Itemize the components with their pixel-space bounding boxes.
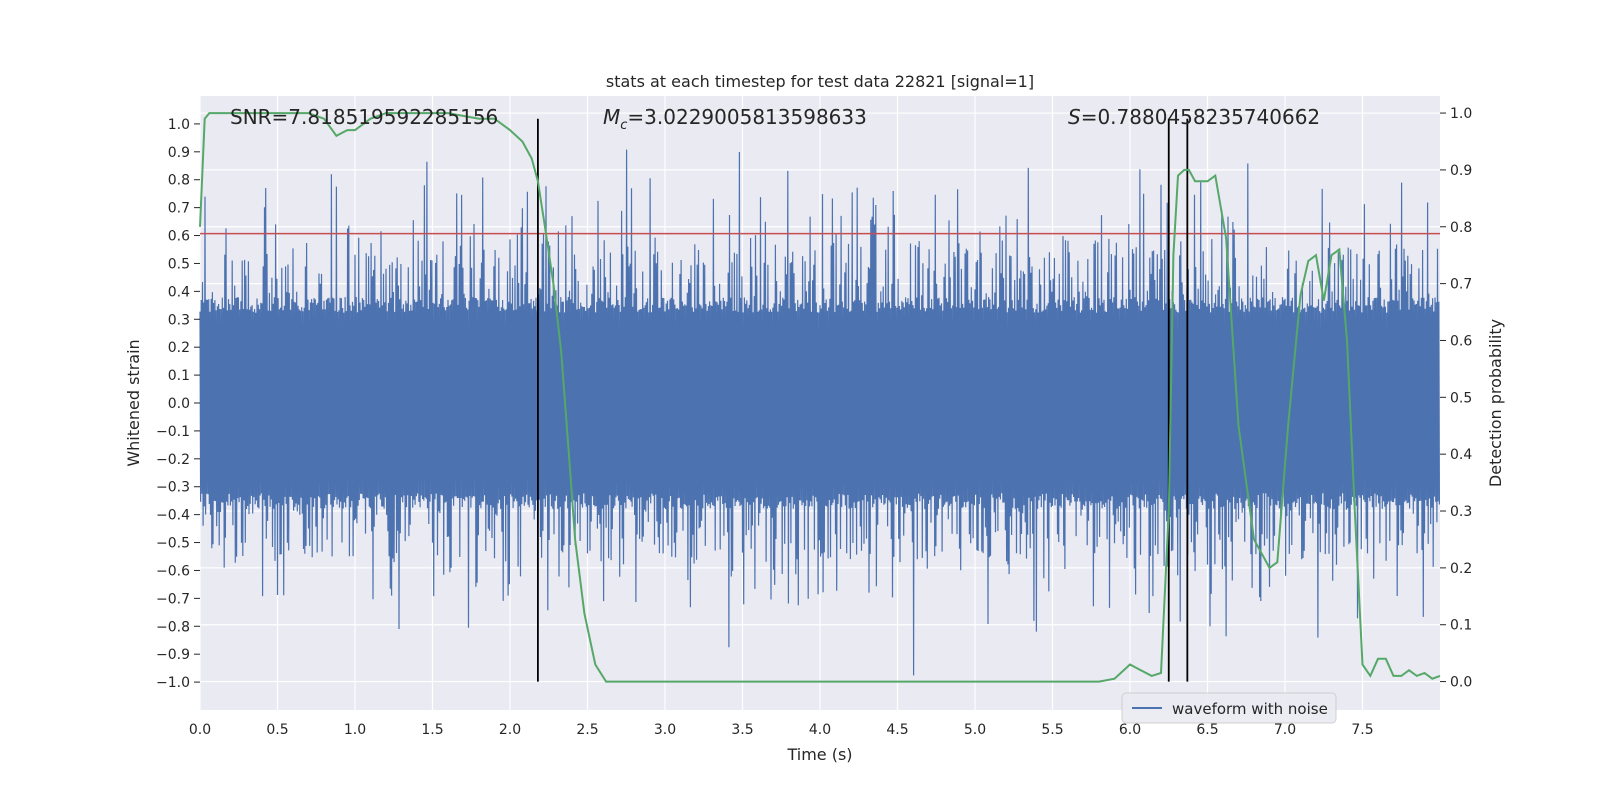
- left-y-tick-label-6: 0.4: [168, 284, 190, 300]
- mc-annotation: Mc=3.0229005813598633: [603, 105, 867, 133]
- s-value: =0.7880458235740662: [1081, 105, 1320, 129]
- left-y-axis-label: Whitened strain: [124, 339, 143, 466]
- snr-annotation: SNR=7.818519592285156: [230, 105, 498, 129]
- legend-label: waveform with noise: [1172, 700, 1328, 718]
- x-axis-ticks: 0.0 0.5 1.0 1.5 2.0 2.5 3.0 3.5 4.0 4.5 5.0 5.5 6.0 6…: [189, 722, 1374, 738]
- left-y-tick-label-19: −0.9: [156, 647, 190, 663]
- x-tick-label-5: 2.5: [576, 722, 598, 738]
- right-y-tick-label-7: 0.3: [1450, 504, 1472, 520]
- left-y-tick-label-9: 0.1: [168, 368, 190, 384]
- s-annotation: S=0.7880458235740662: [1068, 105, 1320, 129]
- vertical-marker-lines: [537, 118, 1189, 682]
- right-y-tick-label-1: 0.9: [1450, 163, 1472, 179]
- x-tick-label-11: 5.5: [1041, 722, 1063, 738]
- right-y-tick-label-9: 0.1: [1450, 618, 1472, 634]
- right-y-tick-label-4: 0.6: [1450, 333, 1472, 349]
- right-y-tick-label-10: 0.0: [1450, 675, 1472, 691]
- x-tick-label-4: 2.0: [499, 722, 521, 738]
- left-y-tick-label-11: −0.1: [156, 424, 190, 440]
- left-y-tick-label-16: −0.6: [156, 563, 190, 579]
- left-y-tick-label-10: 0.0: [168, 396, 190, 412]
- left-y-tick-label-18: −0.8: [156, 619, 190, 635]
- left-y-tick-label-20: −1.0: [156, 675, 190, 691]
- x-tick-label-10: 5.0: [964, 722, 986, 738]
- left-y-axis-ticks: 1.0 0.9 0.8 0.7 0.6 0.5 0.4 0.3 0.2 0.1 0.0 −0.1 −0.…: [156, 117, 200, 691]
- x-tick-label-1: 0.5: [266, 722, 288, 738]
- mc-subscript: c: [620, 118, 627, 133]
- s-symbol: S: [1068, 105, 1081, 129]
- x-tick-label-7: 3.5: [731, 722, 753, 738]
- x-tick-label-15: 7.5: [1351, 722, 1373, 738]
- waveform-line: [199, 149, 1441, 676]
- legend: waveform with noise: [1121, 692, 1337, 724]
- mc-value: =3.0229005813598633: [627, 105, 866, 129]
- right-y-tick-label-2: 0.8: [1450, 220, 1472, 236]
- left-y-tick-label-15: −0.5: [156, 536, 190, 552]
- left-y-tick-label-7: 0.3: [168, 312, 190, 328]
- right-y-tick-label-3: 0.7: [1450, 277, 1472, 293]
- x-tick-label-6: 3.0: [654, 722, 676, 738]
- left-y-tick-label-4: 0.6: [168, 229, 190, 245]
- left-y-tick-label-14: −0.4: [156, 508, 190, 524]
- left-y-tick-label-12: −0.2: [156, 452, 190, 468]
- x-tick-label-9: 4.5: [886, 722, 908, 738]
- x-tick-label-3: 1.5: [421, 722, 443, 738]
- left-y-tick-label-1: 0.9: [168, 145, 190, 161]
- right-y-tick-label-0: 1.0: [1450, 106, 1472, 122]
- right-y-axis-ticks: 1.0 0.9 0.8 0.7 0.6 0.5 0.4 0.3 0.2 0.1 0.0: [1440, 106, 1472, 691]
- right-y-tick-label-6: 0.4: [1450, 447, 1472, 463]
- detection-probability-layer: [199, 112, 1441, 683]
- left-y-tick-label-13: −0.3: [156, 480, 190, 496]
- legend-box: [1121, 692, 1337, 724]
- detection-probability-line: [199, 112, 1441, 683]
- x-tick-label-8: 4.0: [809, 722, 831, 738]
- right-y-tick-label-5: 0.5: [1450, 390, 1472, 406]
- right-y-tick-label-8: 0.2: [1450, 561, 1472, 577]
- left-y-tick-label-5: 0.5: [168, 256, 190, 272]
- chart-title: stats at each timestep for test data 228…: [606, 72, 1034, 91]
- left-y-tick-label-2: 0.8: [168, 173, 190, 189]
- left-y-tick-label-17: −0.7: [156, 591, 190, 607]
- mc-symbol: M: [603, 105, 620, 129]
- waveform-with-noise-series: [199, 149, 1441, 676]
- x-tick-label-2: 1.0: [344, 722, 366, 738]
- x-tick-label-12: 6.0: [1119, 722, 1141, 738]
- right-y-axis-label: Detection probability: [1486, 319, 1505, 487]
- left-y-tick-label-3: 0.7: [168, 201, 190, 217]
- x-tick-label-14: 7.0: [1274, 722, 1296, 738]
- x-tick-label-0: 0.0: [189, 722, 211, 738]
- left-y-tick-label-8: 0.2: [168, 340, 190, 356]
- left-y-tick-label-0: 1.0: [168, 117, 190, 133]
- x-axis-label: Time (s): [786, 745, 852, 764]
- x-tick-label-13: 6.5: [1196, 722, 1218, 738]
